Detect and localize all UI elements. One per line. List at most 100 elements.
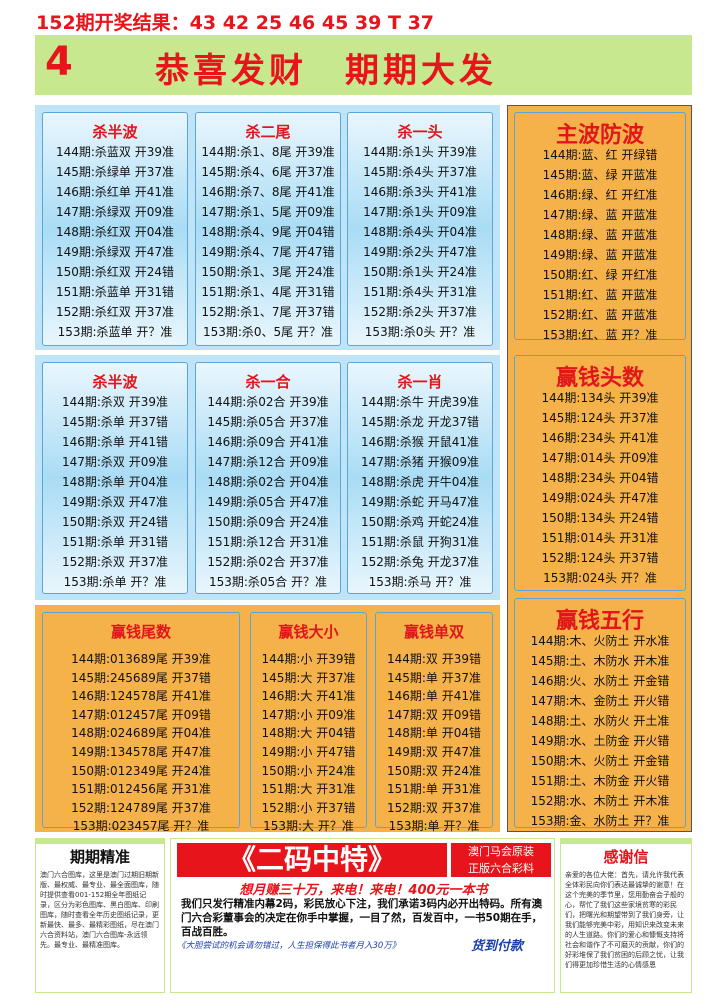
panel-row: 151期:杀单 开31错: [61, 535, 169, 549]
panel-title: 杀二尾: [245, 123, 291, 141]
ad-pay: 货到付款: [471, 939, 524, 954]
panel-row: 148期:杀单 开04准: [61, 475, 169, 489]
panel-row: 149期:杀绿双 开47准: [55, 245, 175, 259]
panel: 杀半波 144期:杀蓝双 开39准 145期:杀绿单 开37准 146期:杀红单 开4…: [42, 112, 188, 346]
panel-row: 148期:杀虎 开牛04准: [360, 475, 480, 489]
panel-row: 148期:杀4、9尾 开04错: [201, 225, 335, 239]
panel-row: 152期:杀1、7尾 开37错: [201, 305, 335, 319]
panel-row: 152期:124789尾 开37准: [71, 800, 211, 815]
panel-row: 150期:134头 开24错: [541, 511, 659, 525]
panel-row: 151期:土、木防金 开火错: [530, 774, 670, 788]
footer-text: 亲爱的各位大佬：首先，请允许我代表全体彩民向你们表达最诚挚的谢意！在这个完美的季…: [565, 871, 684, 969]
panel-title: 主波防波: [555, 123, 644, 148]
panel-row: 152期:双 开37准: [386, 800, 482, 815]
panel-row: 145期:杀4、6尾 开37准: [201, 165, 335, 179]
footer-title: 感谢信: [603, 848, 649, 866]
panel-title: 赢钱大小: [278, 623, 339, 641]
panel-row: 149期:134578尾 开47准: [71, 745, 211, 759]
panel: 杀一头 144期:杀1头 开39准 145期:杀4头 开37准 146期:杀3头 开4…: [347, 112, 493, 346]
panel-row: 153期:杀05合 开？准: [208, 575, 328, 589]
panel-row: 152期:杀红双 开37准: [55, 305, 175, 319]
panel-row: 148期:绿、蓝 开蓝准: [542, 228, 658, 242]
panel-row: 151期:大 开31准: [261, 782, 356, 797]
panel-row: 145期:杀单 开37错: [61, 415, 169, 429]
panel-row: 153期:杀马 开？准: [368, 575, 472, 589]
panel-row: 146期:杀单 开41错: [61, 435, 169, 449]
panel-row: 150期:杀09合 开24准: [207, 515, 329, 529]
panel-title: 杀一合: [245, 373, 291, 391]
panel-title: 杀一头: [397, 123, 443, 141]
panel-row: 144期:杀牛 开虎39准: [360, 395, 480, 409]
panel-row: 149期:小 开47错: [261, 745, 356, 759]
panel-row: 145期:124头 开37准: [541, 411, 659, 425]
panel-row: 152期:小 开37错: [261, 800, 356, 815]
footer-middle: 《二码中特》 澳门马会原装 正版六合彩料 想月赚三十万，来电！来电！400元一本…: [170, 838, 555, 993]
panel-row: 152期:红、蓝 开蓝准: [542, 308, 658, 322]
panel-row: 147期:012457尾 开09错: [71, 707, 211, 722]
panel: 赢钱头数 144期:134头 开39准 145期:124头 开37准 146期:234…: [514, 355, 686, 591]
panel-row: 147期:杀绿双 开09准: [55, 205, 175, 219]
panel: 赢钱五行 144期:木、火防土 开水准 145期:土、木防水 开木准 146期:火、水…: [514, 598, 686, 828]
panel-row: 152期:水、木防土 开木准: [530, 794, 670, 808]
panel-row: 151期:红、蓝 开蓝准: [542, 288, 658, 302]
panel: 杀半波 144期:杀双 开39准 145期:杀单 开37错 146期:杀单 开41错 1…: [42, 362, 188, 594]
panel-row: 146期:234头 开41准: [541, 431, 659, 445]
panel-row: 146期:杀3头 开41准: [363, 185, 477, 199]
panel-row: 148期:杀红双 开04准: [55, 225, 175, 239]
panel-row: 152期:杀2头 开37准: [363, 305, 477, 319]
panel-row: 148期:大 开04错: [261, 726, 356, 741]
panel-row: 151期:杀4头 开31准: [363, 285, 477, 299]
panel-row: 146期:绿、红 开红准: [542, 188, 658, 202]
footer-title: 期期精准: [69, 848, 130, 866]
panel-row: 144期:杀1头 开39准: [363, 145, 477, 159]
panel-row: 147期:小 开09准: [261, 707, 356, 722]
panel-row: 148期:单 开04错: [386, 726, 482, 741]
panel-row: 153期:金、水防土 开？准: [530, 814, 670, 828]
panel: 杀一合 144期:杀02合 开39准 145期:杀05合 开37准 146期:杀09合…: [195, 362, 341, 594]
panel-row: 153期:024头 开？准: [543, 571, 657, 585]
panel-title: 杀半波: [92, 373, 138, 391]
panel-row: 151期:012456尾 开31准: [71, 782, 211, 797]
panel-row: 147期:双 开09错: [386, 707, 482, 722]
panel-row: 145期:杀绿单 开37准: [55, 165, 175, 179]
panel-row: 153期:杀蓝单 开？准: [57, 325, 173, 339]
panel-row: 152期:杀02合 开37准: [207, 555, 329, 569]
ad-slogan: 想月赚三十万，来电！来电！400元一本书: [239, 883, 488, 898]
panel-row: 151期:单 开31准: [386, 782, 482, 797]
panel-row: 152期:124头 开37错: [541, 551, 659, 565]
panel-row: 145期:杀龙 开龙37错: [360, 415, 480, 429]
panel-row: 145期:杀4头 开37准: [363, 165, 477, 179]
draw-result: 152期开奖结果：43 42 25 46 45 39 T 37: [36, 12, 435, 34]
banner-number: 4: [45, 39, 73, 85]
panel-row: 147期:杀双 开09准: [61, 455, 169, 469]
panel-row: 148期:杀02合 开04准: [207, 475, 329, 489]
panel-row: 146期:单 开41准: [386, 689, 482, 704]
panel-title: 赢钱头数: [555, 366, 644, 391]
panel-row: 153期:杀0、5尾 开？准: [202, 325, 334, 339]
panel-title: 杀半波: [92, 123, 138, 141]
ad-text: 我们只发行精准内幕2码，彩民放心下注，我们承诺3码内必开出特码。所有澳门六合彩董…: [181, 898, 543, 938]
panel-row: 145期:单 开37准: [386, 670, 482, 685]
panel-row: 151期:杀鼠 开狗31准: [360, 535, 480, 549]
panel-row: 146期:杀猴 开鼠41准: [360, 435, 480, 449]
ad-tag: 澳门马会原装: [451, 843, 551, 860]
panel: 赢钱单双 144期:双 开39错 145期:单 开37准 146期:单 开41准 147…: [375, 612, 493, 833]
panel-row: 149期:杀双 开47准: [61, 495, 169, 509]
panel-row: 151期:014头 开31准: [541, 531, 659, 545]
panel-title: 杀一肖: [397, 373, 443, 391]
panel-row: 150期:红、绿 开红准: [542, 268, 658, 282]
panel: 赢钱尾数 144期:013689尾 开39准 145期:245689尾 开37错 14…: [42, 612, 240, 833]
panel-row: 150期:杀1头 开24准: [363, 265, 477, 279]
panel-row: 150期:杀双 开24错: [61, 515, 169, 529]
panel-row: 151期:杀蓝单 开31错: [55, 285, 175, 299]
panel: 杀二尾 144期:杀1、8尾 开39准 145期:杀4、6尾 开37准 146期:杀7…: [195, 112, 341, 346]
panel-row: 150期:杀红双 开24错: [55, 265, 175, 279]
panel-row: 150期:双 开24准: [386, 763, 482, 778]
panel-row: 148期:土、水防火 开土准: [530, 714, 670, 728]
panel-row: 151期:杀12合 开31准: [207, 535, 329, 549]
panel-row: 144期:小 开39错: [261, 652, 356, 666]
panel-row: 144期:杀1、8尾 开39准: [201, 145, 335, 159]
ad-note: 《大胆尝试的机会请勿错过，人生担保得此书者月入30万》: [177, 941, 401, 951]
panel-row: 145期:土、木防水 开木准: [530, 654, 670, 668]
